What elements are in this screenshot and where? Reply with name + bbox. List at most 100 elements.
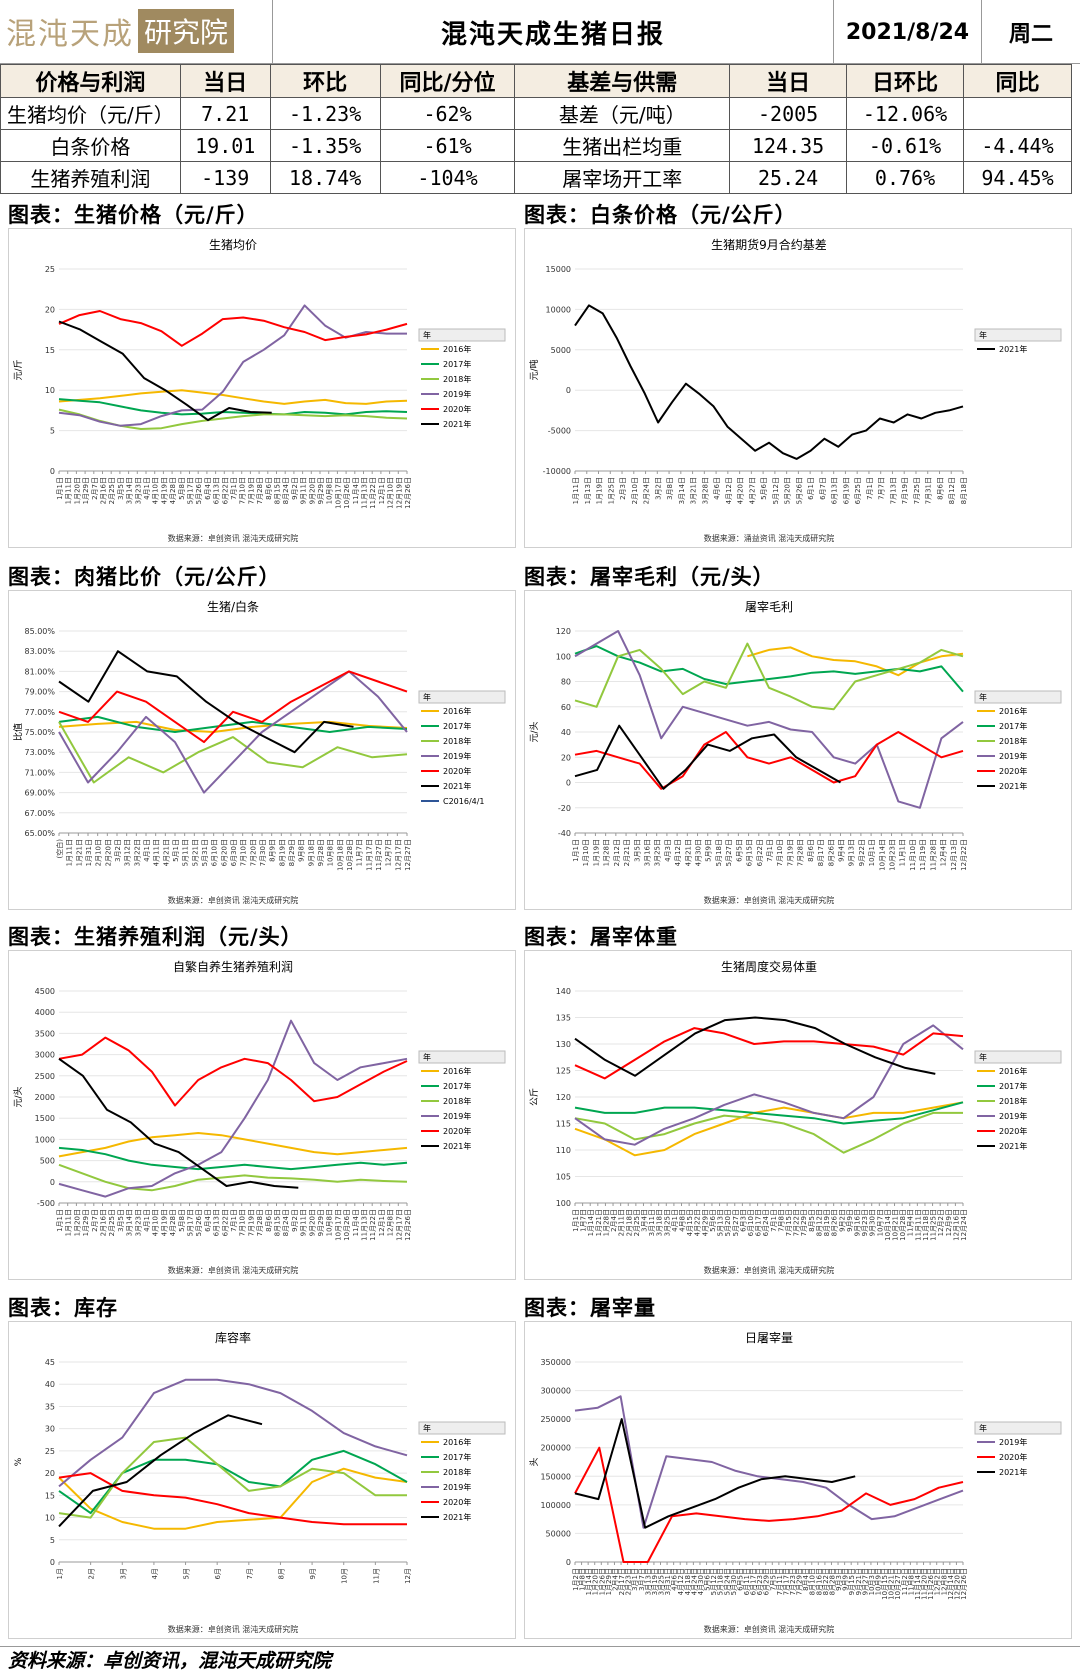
hdr-today-right: 当日 — [729, 64, 848, 98]
chart-source: 数据来源：卓创资讯 混沌天成研究院 — [168, 895, 299, 905]
x-tick-label: 7月22日 — [793, 1209, 801, 1236]
logo-text: 混沌天成 — [6, 17, 134, 52]
legend-label: 2021年 — [443, 419, 471, 429]
legend-title: 年 — [423, 1423, 431, 1433]
x-tick-label: 4月1日 — [143, 839, 151, 862]
metrics-row: 白条价格 19.01 -1.35% -61% 生猪出栏均重 124.35 -0.… — [0, 129, 1072, 162]
x-tick-label: 2月18日 — [625, 1209, 633, 1236]
chart-title: 日屠宰量 — [745, 1330, 793, 1345]
chart-source: 数据来源：卓创资讯 混沌天成研究院 — [704, 1265, 835, 1275]
series-line — [58, 1378, 408, 1488]
x-tick-label: 10月8日 — [326, 477, 334, 504]
x-tick-label: 2月4日 — [611, 1568, 619, 1591]
x-tick-label: 1月29日 — [82, 1209, 90, 1236]
x-tick-label: 9月20日 — [308, 1209, 316, 1236]
x-tick-label: 8月15日 — [274, 1209, 282, 1236]
x-tick-label: 6月10日 — [211, 839, 219, 866]
x-tick-label: 10月21日 — [888, 1568, 896, 1600]
x-tick-label: 4月29日 — [701, 1209, 709, 1236]
series-line — [58, 715, 408, 733]
x-tick-label: 9月28日 — [317, 839, 325, 866]
x-tick-label: 5月6日 — [704, 1568, 712, 1591]
y-tick-label: 15 — [45, 1491, 55, 1500]
x-tick-label: 4月1日 — [143, 1209, 151, 1232]
x-tick-label: 9月21日 — [855, 1568, 863, 1595]
x-tick-label: 12月14日 — [947, 1568, 955, 1600]
row-value: -4.44% — [963, 129, 1072, 162]
x-tick-label: 9月9日 — [846, 1209, 854, 1232]
x-tick-label: 12月2日 — [937, 1209, 945, 1236]
x-tick-label: 5月11日 — [182, 839, 190, 866]
legend-title: 年 — [423, 330, 431, 340]
x-tick-label: 12月7日 — [385, 839, 393, 866]
x-tick-label: 9月4日 — [837, 839, 845, 862]
x-tick-label: 7月8日 — [777, 1209, 785, 1232]
x-tick-label: 12月2日 — [934, 1568, 942, 1595]
x-tick-label: 6月13日 — [213, 477, 221, 504]
report-header: 混沌天成 研究院 混沌天成生猪日报 2021/8/24 周二 — [0, 0, 1080, 64]
x-tick-label: 5月9日 — [705, 839, 713, 862]
x-tick-label: 8月6日 — [265, 1209, 273, 1232]
x-tick-label: 6月19日 — [842, 477, 850, 504]
x-tick-label: 9月9日 — [842, 1568, 850, 1591]
legend-label: 2016年 — [443, 706, 471, 716]
x-tick-label: 10月1日 — [868, 839, 876, 866]
metrics-row: 生猪养殖利润 -139 18.74% -104% 屠宰场开工率 25.24 0.… — [0, 161, 1072, 194]
x-tick-label: 9月3日 — [835, 1568, 843, 1591]
x-tick-label: 7月7日 — [878, 477, 886, 500]
legend-label: 2021年 — [999, 1141, 1027, 1151]
row-value: 25.24 — [729, 161, 848, 194]
x-tick-label: 7月 — [246, 1568, 254, 1579]
x-tick-label: 2月10日 — [631, 477, 639, 504]
y-tick-label: 20 — [561, 753, 571, 762]
x-tick-label: 3月14日 — [126, 477, 134, 504]
x-tick-label: 10月26日 — [343, 477, 351, 509]
y-tick-label: 105 — [556, 1173, 571, 1182]
legend-header — [418, 328, 506, 342]
x-tick-label: 6月20日 — [220, 839, 228, 866]
x-tick-label: 5月 — [183, 1568, 191, 1579]
x-tick-label: 4月27日 — [748, 477, 756, 504]
legend-title: 年 — [979, 1052, 987, 1062]
row-label: 生猪均价（元/斤） — [0, 97, 181, 130]
x-tick-label: 4月12日 — [677, 1568, 685, 1595]
x-tick-label: 2月10日 — [95, 839, 103, 866]
series-line — [574, 731, 964, 790]
x-tick-label: 7月13日 — [889, 477, 897, 504]
x-tick-label: 7月11日 — [776, 1568, 784, 1595]
x-tick-label: 4月10日 — [152, 1209, 160, 1236]
x-tick-label: 8月24日 — [282, 1209, 290, 1236]
x-tick-label: 6月23日 — [756, 1568, 764, 1595]
y-tick-label: 4000 — [35, 1008, 55, 1017]
y-tick-label: 500 — [40, 1157, 55, 1166]
series-line — [574, 1446, 964, 1563]
legend-header — [418, 1421, 506, 1435]
x-tick-label: 4月1日 — [143, 477, 151, 500]
metrics-row: 生猪均价（元/斤） 7.21 -1.23% -62% 基差（元/吨） -2005… — [0, 97, 1072, 130]
x-tick-label: 9月30日 — [869, 1209, 877, 1236]
x-tick-label: 9月15日 — [848, 1568, 856, 1595]
legend-label: 2021年 — [443, 781, 471, 791]
hdr-chg-left: 环比 — [269, 64, 381, 98]
series-line — [58, 1057, 299, 1189]
row-value: -139 — [179, 161, 271, 194]
y-tick-label: 10 — [45, 386, 55, 395]
x-tick-label: 11月27日 — [375, 839, 383, 871]
y-tick-label: 20 — [45, 305, 55, 314]
hdr-chg-right: 日环比 — [846, 64, 964, 98]
x-tick-label: 7月10日 — [239, 1209, 247, 1236]
x-tick-label: 8月12日 — [815, 1209, 823, 1236]
x-tick-label: 3月28日 — [701, 477, 709, 504]
section-title-pig-carcass-ratio: 图表：肉猪比价（元/公斤） — [8, 565, 281, 589]
y-tick-label: 71.00% — [24, 768, 55, 777]
series-line — [58, 389, 408, 405]
y-tick-label: 15000 — [546, 265, 571, 274]
x-tick-label: 9月29日 — [317, 477, 325, 504]
x-tick-label: 6月4日 — [204, 477, 212, 500]
legend-title: 年 — [979, 1423, 987, 1433]
x-tick-label: 4月22日 — [694, 1209, 702, 1236]
x-tick-label: 7月30日 — [259, 839, 267, 866]
